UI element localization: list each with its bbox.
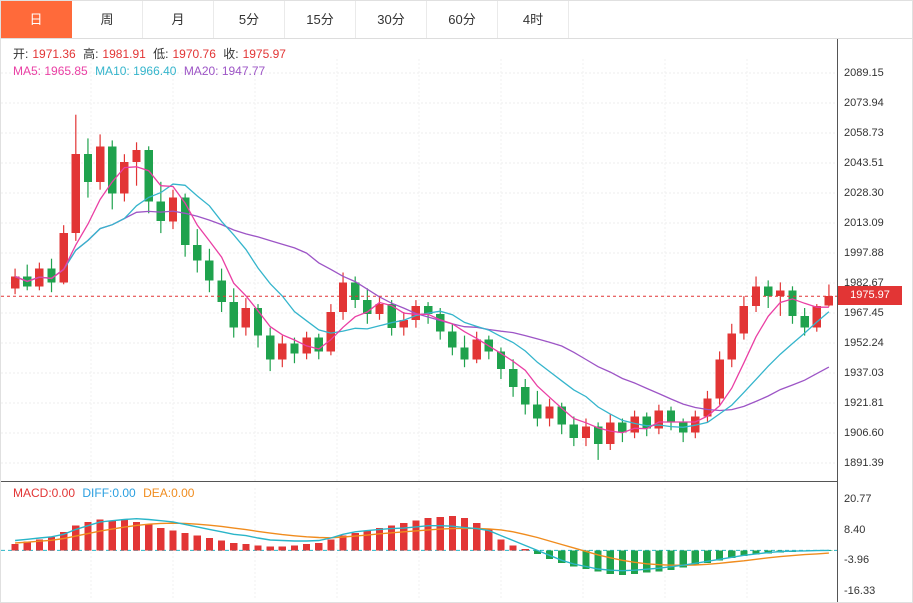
diff-line: [15, 517, 829, 572]
candlestick-canvas[interactable]: [1, 39, 837, 482]
macd-histogram: [11, 515, 833, 576]
tab-month[interactable]: 月: [143, 1, 214, 38]
tab-30min[interactable]: 30分: [356, 1, 427, 38]
macd-axis-label: -16.33: [844, 585, 876, 597]
dea-line: [15, 522, 829, 566]
main-chart-area[interactable]: 开: 1971.36 高: 1981.91 低: 1970.76 收: 1975.97 …: [1, 39, 837, 482]
macd-axis-label: -3.96: [844, 554, 870, 566]
low-value: 1970.76: [172, 47, 216, 61]
diff-value: DIFF:0.00: [82, 486, 136, 500]
y-axis-label: 1891.39: [844, 457, 884, 469]
dea-value: DEA:0.00: [143, 486, 195, 500]
macd-info: MACD:0.00 DIFF:0.00 DEA:0.00: [13, 486, 198, 500]
y-axis-label: 2073.94: [844, 97, 884, 109]
y-axis-label: 2013.09: [844, 217, 884, 229]
y-axis-label: 2043.51: [844, 157, 884, 169]
ma10-line: [14, 183, 830, 428]
ma-info: MA5: 1965.85 MA10: 1966.40 MA20: 1947.77: [13, 64, 269, 78]
tab-day[interactable]: 日: [1, 1, 72, 38]
close-label: 收:: [223, 47, 239, 61]
y-axis-label: 2028.30: [844, 187, 884, 199]
y-axis-label: 2058.73: [844, 127, 884, 139]
open-label: 开:: [13, 47, 29, 61]
y-axis-label: 1937.03: [844, 367, 884, 379]
y-axis-label: 1952.24: [844, 337, 884, 349]
ohlc-info: 开: 1971.36 高: 1981.91 低: 1970.76 收: 1975.97: [13, 45, 290, 62]
macd-panel[interactable]: MACD:0.00 DIFF:0.00 DEA:0.00: [1, 482, 837, 603]
tab-4hour[interactable]: 4时: [498, 1, 569, 38]
grid: [1, 59, 837, 482]
macd-axis-label: 8.40: [844, 524, 866, 536]
ma20-value: MA20: 1947.77: [183, 64, 266, 78]
last-price-badge: 1975.97: [838, 286, 902, 305]
tab-15min[interactable]: 15分: [285, 1, 356, 38]
ma5-line: [14, 166, 829, 434]
tab-week[interactable]: 周: [72, 1, 143, 38]
price-axis: 2089.15 2073.94 2058.73 2043.51 2028.30 …: [837, 39, 912, 602]
macd-axis-label: 20.77: [844, 493, 872, 505]
high-value: 1981.91: [102, 47, 146, 61]
tab-60min[interactable]: 60分: [427, 1, 498, 38]
y-axis-label: 1997.88: [844, 247, 884, 259]
open-value: 1971.36: [32, 47, 76, 61]
low-label: 低:: [153, 47, 169, 61]
ma20-line: [14, 210, 830, 412]
high-label: 高:: [83, 47, 99, 61]
close-value: 1975.97: [242, 47, 286, 61]
ma10-value: MA10: 1966.40: [95, 64, 177, 78]
ma5-value: MA5: 1965.85: [13, 64, 88, 78]
y-axis-label: 1967.45: [844, 307, 884, 319]
y-axis-label: 2089.15: [844, 67, 884, 79]
timeframe-tabbar: 日 周 月 5分 15分 30分 60分 4时: [1, 1, 912, 39]
panel-separator: [1, 481, 912, 482]
y-axis-label: 1921.81: [844, 397, 884, 409]
macd-value: MACD:0.00: [13, 486, 76, 500]
y-axis-label: 1906.60: [844, 427, 884, 439]
tab-5min[interactable]: 5分: [214, 1, 285, 38]
macd-canvas[interactable]: [1, 482, 837, 603]
